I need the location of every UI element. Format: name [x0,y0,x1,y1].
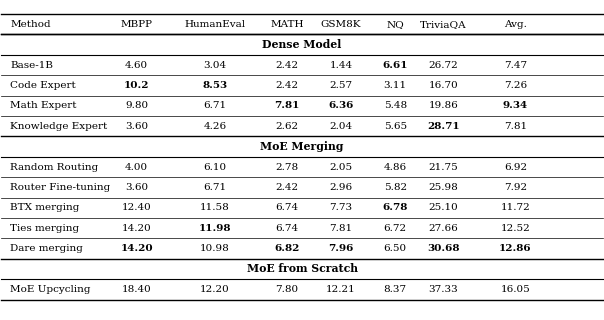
Text: 4.86: 4.86 [384,163,406,172]
Text: 3.04: 3.04 [204,60,226,69]
Text: 3.11: 3.11 [384,81,406,90]
Text: MATH: MATH [270,20,304,29]
Text: 12.21: 12.21 [326,285,356,294]
Text: 7.92: 7.92 [504,183,527,192]
Text: 5.65: 5.65 [384,122,406,131]
Text: 1.44: 1.44 [330,60,353,69]
Text: HumanEval: HumanEval [184,20,245,29]
Text: Ties merging: Ties merging [10,224,80,233]
Text: 5.82: 5.82 [384,183,406,192]
Text: Random Routing: Random Routing [10,163,98,172]
Text: 2.42: 2.42 [275,60,298,69]
Text: 18.40: 18.40 [122,285,152,294]
Text: 6.92: 6.92 [504,163,527,172]
Text: 10.98: 10.98 [200,244,230,253]
Text: 7.80: 7.80 [275,285,298,294]
Text: 6.50: 6.50 [384,244,406,253]
Text: BTX merging: BTX merging [10,203,80,212]
Text: 6.82: 6.82 [274,244,300,253]
Text: 6.78: 6.78 [382,203,408,212]
Text: 5.48: 5.48 [384,101,406,110]
Text: 4.00: 4.00 [125,163,148,172]
Text: 6.36: 6.36 [329,101,354,110]
Text: 8.37: 8.37 [384,285,406,294]
Text: 4.60: 4.60 [125,60,148,69]
Text: 30.68: 30.68 [427,244,460,253]
Text: 11.58: 11.58 [200,203,230,212]
Text: 7.73: 7.73 [330,203,353,212]
Text: 9.34: 9.34 [503,101,528,110]
Text: Dense Model: Dense Model [262,39,342,50]
Text: 25.10: 25.10 [428,203,458,212]
Text: 7.47: 7.47 [504,60,527,69]
Text: 12.86: 12.86 [499,244,532,253]
Text: GSM8K: GSM8K [321,20,361,29]
Text: MBPP: MBPP [121,20,153,29]
Text: 6.61: 6.61 [382,60,408,69]
Text: 16.05: 16.05 [501,285,530,294]
Text: 6.71: 6.71 [204,101,226,110]
Text: Code Expert: Code Expert [10,81,76,90]
Text: Avg.: Avg. [504,20,527,29]
Text: 11.72: 11.72 [501,203,530,212]
Text: 7.81: 7.81 [330,224,353,233]
Text: 2.96: 2.96 [330,183,353,192]
Text: 10.2: 10.2 [124,81,149,90]
Text: TriviaQA: TriviaQA [420,20,467,29]
Text: 8.53: 8.53 [202,81,227,90]
Text: 11.98: 11.98 [199,224,231,233]
Text: 19.86: 19.86 [428,101,458,110]
Text: Router Fine-tuning: Router Fine-tuning [10,183,111,192]
Text: 37.33: 37.33 [428,285,458,294]
Text: 7.96: 7.96 [329,244,354,253]
Text: Math Expert: Math Expert [10,101,77,110]
Text: 25.98: 25.98 [428,183,458,192]
Text: 28.71: 28.71 [427,122,460,131]
Text: Base-1B: Base-1B [10,60,53,69]
Text: 12.20: 12.20 [200,285,230,294]
Text: 7.26: 7.26 [504,81,527,90]
Text: MoE Upcycling: MoE Upcycling [10,285,91,294]
Text: 7.81: 7.81 [274,101,300,110]
Text: 27.66: 27.66 [428,224,458,233]
Text: 4.26: 4.26 [204,122,226,131]
Text: 2.04: 2.04 [330,122,353,131]
Text: 21.75: 21.75 [428,163,458,172]
Text: 2.62: 2.62 [275,122,298,131]
Text: 2.05: 2.05 [330,163,353,172]
Text: 2.78: 2.78 [275,163,298,172]
Text: 16.70: 16.70 [428,81,458,90]
Text: MoE Merging: MoE Merging [260,141,344,152]
Text: 12.40: 12.40 [122,203,152,212]
Text: 3.60: 3.60 [125,122,148,131]
Text: NQ: NQ [387,20,404,29]
Text: Knowledge Expert: Knowledge Expert [10,122,108,131]
Text: 2.42: 2.42 [275,81,298,90]
Text: 2.57: 2.57 [330,81,353,90]
Text: 26.72: 26.72 [428,60,458,69]
Text: 6.74: 6.74 [275,203,298,212]
Text: 3.60: 3.60 [125,183,148,192]
Text: 7.81: 7.81 [504,122,527,131]
Text: 14.20: 14.20 [122,224,152,233]
Text: Dare merging: Dare merging [10,244,83,253]
Text: 6.72: 6.72 [384,224,406,233]
Text: Method: Method [10,20,51,29]
Text: 6.74: 6.74 [275,224,298,233]
Text: 2.42: 2.42 [275,183,298,192]
Text: 6.10: 6.10 [204,163,226,172]
Text: MoE from Scratch: MoE from Scratch [246,263,358,275]
Text: 6.71: 6.71 [204,183,226,192]
Text: 14.20: 14.20 [120,244,153,253]
Text: 12.52: 12.52 [501,224,530,233]
Text: 9.80: 9.80 [125,101,148,110]
